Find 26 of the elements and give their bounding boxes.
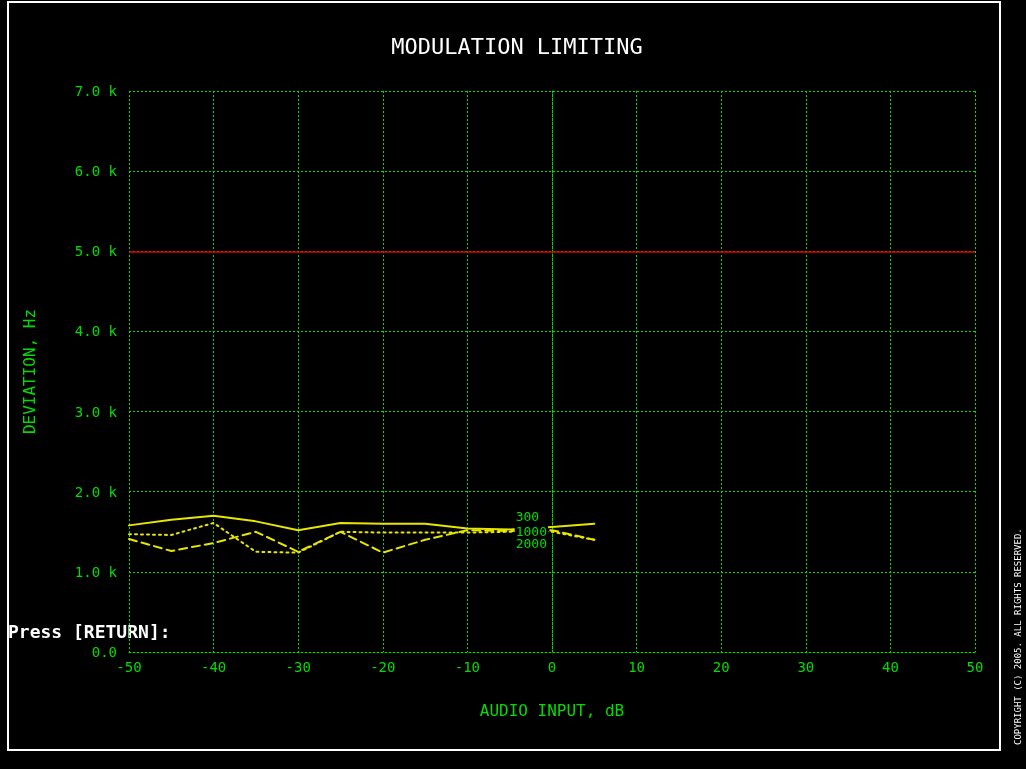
series-label: 300 bbox=[515, 508, 540, 524]
y-tick-label: 0.0 bbox=[91, 644, 117, 660]
y-tick-label: 1.0 k bbox=[74, 563, 118, 580]
y-tick-label: 7.0 k bbox=[74, 83, 118, 99]
x-tick-label: 10 bbox=[628, 659, 646, 675]
y-tick-label: 5.0 k bbox=[74, 243, 118, 260]
x-tick-label: 30 bbox=[797, 659, 815, 675]
x-tick-label: -50 bbox=[116, 659, 142, 675]
x-tick-label: -20 bbox=[370, 659, 396, 675]
x-tick-label: -10 bbox=[454, 659, 481, 675]
x-tick-label: 20 bbox=[712, 659, 730, 675]
y-tick-label: 2.0 k bbox=[74, 483, 118, 500]
x-axis-title: AUDIO INPUT, dB bbox=[479, 700, 625, 720]
text: COPYRIGHT (C) 2005. ALL RIGHTS RESERVED. bbox=[1012, 528, 1023, 745]
annotation: Press [RETURN]: bbox=[8, 620, 171, 642]
x-tick-label: 40 bbox=[881, 659, 899, 675]
x-tick-label: -40 bbox=[200, 659, 227, 675]
y-tick-label: 6.0 k bbox=[74, 163, 118, 180]
x-tick-label: -30 bbox=[285, 659, 311, 675]
y-tick-label: 3.0 k bbox=[74, 403, 118, 420]
x-tick-label: 0 bbox=[547, 659, 557, 675]
y-axis-title: DEVIATION, Hz bbox=[19, 308, 39, 435]
chart-title: MODULATION LIMITING bbox=[391, 33, 643, 59]
series-label: 1000 bbox=[515, 524, 548, 540]
x-tick-label: 50 bbox=[966, 659, 984, 675]
y-tick-label: 4.0 k bbox=[74, 323, 118, 340]
